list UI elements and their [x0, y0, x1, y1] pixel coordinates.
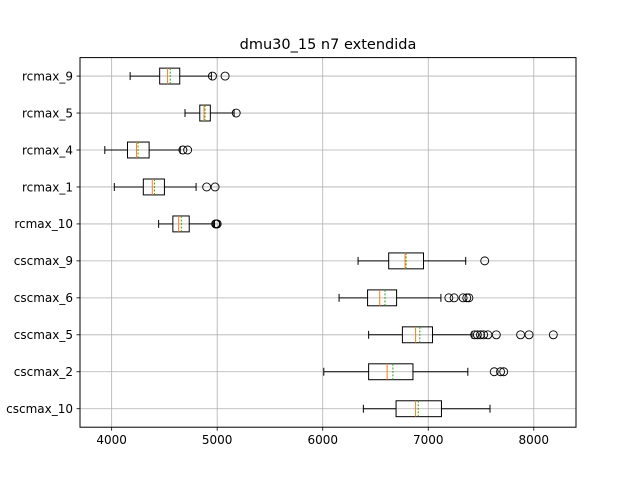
outlier-point	[496, 367, 505, 377]
outlier-point	[449, 293, 459, 303]
outlier-point	[464, 293, 474, 303]
y-tick-label: rcmax_10	[14, 217, 73, 231]
box-iqr	[142, 178, 165, 196]
y-tick-label: rcmax_9	[22, 69, 73, 83]
x-tick-label: 5000	[202, 433, 233, 447]
box-cscmax_9	[357, 252, 490, 270]
box-rcmax_1	[113, 178, 220, 196]
box-iqr	[159, 67, 181, 85]
box-cscmax_10	[362, 400, 491, 418]
box-series	[104, 67, 558, 418]
box-iqr	[367, 289, 398, 307]
y-tick-label: cscmax_9	[14, 254, 73, 268]
y-tick-label: rcmax_4	[22, 143, 73, 157]
box-cscmax_5	[368, 326, 558, 344]
box-rcmax_4	[104, 141, 193, 159]
plot-frame	[79, 57, 577, 428]
y-tick-label: cscmax_6	[14, 291, 73, 305]
x-tick-label: 8000	[519, 433, 550, 447]
y-tick-label: cscmax_10	[6, 402, 73, 416]
outlier-point	[444, 293, 454, 303]
y-tick-label: cscmax_2	[14, 365, 73, 379]
box-rcmax_5	[184, 104, 241, 122]
box-iqr	[401, 326, 433, 344]
box-iqr	[395, 400, 442, 418]
x-tick-label: 4000	[96, 433, 127, 447]
outlier-point	[220, 71, 230, 81]
y-axis: rcmax_9 rcmax_5 rcmax_4 rcmax_1 rcmax_10cscm…	[6, 69, 80, 416]
outlier-point	[480, 256, 490, 266]
outlier-point	[499, 367, 509, 377]
outlier-point	[476, 330, 485, 340]
box-cscmax_6	[338, 289, 474, 307]
outlier-point	[458, 293, 468, 303]
outlier-point	[212, 219, 222, 229]
outlier-point	[524, 330, 534, 340]
box-iqr	[368, 363, 414, 381]
outlier-point	[207, 71, 217, 81]
y-tick-label: rcmax_1	[22, 180, 73, 194]
outlier-point	[470, 330, 480, 340]
outlier-point	[210, 182, 220, 192]
outlier-point	[178, 145, 188, 155]
outlier-point	[491, 330, 501, 340]
outlier-point	[489, 367, 499, 377]
outlier-point	[231, 108, 241, 118]
x-tick-label: 6000	[307, 433, 338, 447]
outlier-point	[548, 330, 558, 340]
chart-title: dmu30_15 n7 extendida	[240, 37, 417, 53]
x-axis: 4000 5000 6000 7000 8000	[96, 427, 549, 447]
y-tick-label: cscmax_5	[14, 328, 73, 342]
outlier-point	[472, 330, 482, 340]
outlier-point	[479, 330, 489, 340]
box-cscmax_2	[323, 363, 509, 381]
x-tick-label: 7000	[413, 433, 444, 447]
box-rcmax_10	[158, 215, 222, 233]
outlier-point	[462, 293, 472, 303]
y-tick-label: rcmax_5	[22, 106, 73, 120]
box-rcmax_9	[129, 67, 230, 85]
outlier-point	[183, 145, 193, 155]
